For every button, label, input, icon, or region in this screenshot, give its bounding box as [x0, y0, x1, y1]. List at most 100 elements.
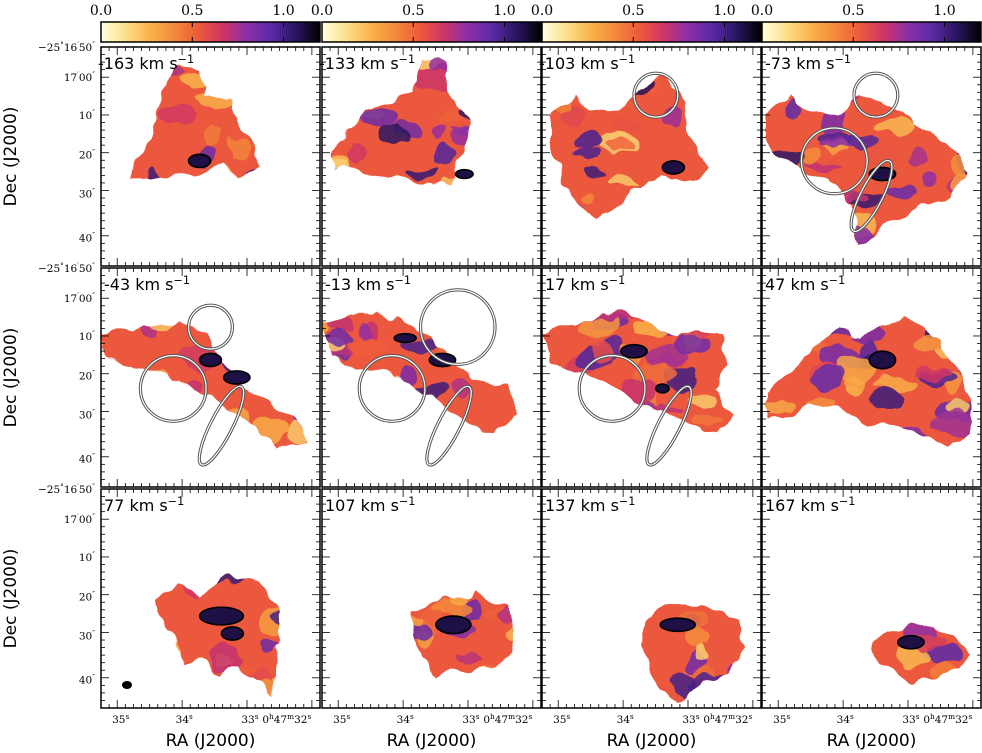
emission-region [414, 594, 515, 676]
panel-frame [541, 488, 762, 709]
y-tick-label: 10″ [79, 107, 95, 122]
y-tick-label: 30″ [79, 407, 95, 422]
emission-patch [907, 150, 929, 166]
intensity-contour [896, 634, 925, 650]
emission-patch [690, 414, 722, 425]
emission-patch [821, 110, 847, 138]
x-tick-label: 0h47m32s [483, 712, 532, 727]
y-tick-label: 30″ [79, 186, 95, 201]
axis-labels: Dec (J2000) Dec (J2000) Dec (J2000) RA (J20… [1, 107, 916, 751]
channel-panel: 47 km s−1 [761, 267, 982, 488]
aperture-ellipse-inner [198, 385, 245, 466]
emission-patch [682, 626, 712, 645]
emission-patch [572, 146, 600, 159]
velocity-label: -73 km s−1 [765, 53, 851, 74]
intensity-contour [393, 332, 417, 344]
channel-panel: -103 km s−1 [539, 46, 762, 267]
emission-patch [433, 143, 454, 170]
x-tick-label: 35s [112, 712, 129, 727]
emission-map [871, 624, 970, 682]
emission-patch [229, 137, 248, 160]
y-tick-label: −25°16′50″ [38, 482, 95, 497]
emission-patch [147, 167, 160, 179]
channel-panel: 107 km s−1 35s 34s 33s 0h47m32s [321, 488, 542, 727]
emission-patch [452, 125, 471, 135]
emission-patch [622, 376, 658, 404]
channel-panel: 17 km s−1 [541, 267, 762, 488]
y-axis-label: Dec (J2000) [1, 549, 21, 649]
velocity-label: 77 km s−1 [104, 495, 184, 516]
y-tick-label: 20″ [79, 147, 95, 162]
y-tick-label: 17′00″ [64, 290, 95, 305]
panel-frame [761, 267, 982, 488]
intensity-contour [661, 160, 686, 175]
panel-background [322, 489, 541, 708]
emission-patch [267, 609, 281, 624]
x-tick-label: 34s [837, 712, 854, 727]
y-tick-label: 40″ [79, 672, 95, 687]
emission-patch [357, 108, 399, 128]
y-tick-label: 10″ [79, 328, 95, 343]
colorbar: 0.0 0.5 1.0 [311, 3, 542, 43]
emission-patch [377, 124, 411, 147]
panel-frame [541, 267, 762, 488]
velocity-label: 17 km s−1 [545, 274, 625, 295]
panel-frame [100, 267, 321, 488]
x-tick-label: 34s [397, 712, 414, 727]
colorbar: 0.0 0.5 1.0 [751, 3, 982, 43]
aperture-circle-inner [578, 354, 646, 422]
colorbar-tick-label: 0.5 [181, 3, 203, 19]
emission-patch [811, 366, 844, 391]
emission-patch [329, 316, 352, 332]
emission-patch [576, 317, 619, 338]
emission-patch [150, 322, 175, 332]
colorbar-tick-label: 0.0 [311, 3, 333, 19]
y-axis-label: Dec (J2000) [1, 328, 21, 428]
y-tick-label: 30″ [79, 628, 95, 643]
aperture-circle-inner [187, 304, 233, 350]
x-tick-label: 34s [617, 712, 634, 727]
emission-map [553, 71, 707, 223]
emission-patch [432, 601, 473, 618]
emission-patch [574, 132, 602, 147]
aperture-circle-inner [800, 127, 868, 195]
panel-frame [321, 46, 542, 267]
emission-patch [869, 391, 904, 408]
x-tick-label: 0h47m32s [923, 712, 972, 727]
x-tick-label: 33s [241, 712, 258, 727]
y-tick-label: 10″ [79, 549, 95, 564]
channel-panel: 167 km s−1 35s 34s 33s 0h47m32s [761, 488, 982, 727]
emission-patch [210, 644, 240, 672]
velocity-label: -133 km s−1 [319, 53, 415, 74]
emission-region [871, 624, 970, 682]
colorbar: 0.0 0.5 1.0 [90, 3, 321, 43]
emission-patch [802, 147, 820, 166]
emission-patch [157, 106, 198, 124]
x-tick-label: 33s [682, 712, 699, 727]
panel-frame [541, 46, 762, 267]
colorbar-tick-label: 1.0 [272, 3, 294, 19]
emission-patch [456, 650, 481, 662]
y-tick-label: −25°16′50″ [38, 261, 95, 276]
emission-patch [875, 119, 917, 135]
colorbar-strip [100, 21, 321, 43]
channel-panel: -43 km s−1 −25°16′50″ 17′00″ 10″ 20″ 30″ 40″ [38, 261, 321, 488]
emission-patch [262, 637, 279, 651]
panel-frame [761, 488, 982, 709]
x-tick-label: 33s [902, 712, 919, 727]
aperture-ellipse-inner [646, 385, 692, 466]
colorbar-tick-label: 0.5 [842, 3, 864, 19]
channel-panel: -73 km s−1 [761, 46, 982, 267]
x-axis-label: RA (J2000) [166, 731, 256, 751]
velocity-label: 167 km s−1 [765, 495, 855, 516]
velocity-label: 107 km s−1 [325, 495, 415, 516]
aperture-ellipse-inner [426, 385, 472, 466]
x-tick-label: 35s [773, 712, 790, 727]
intensity-contour [620, 343, 648, 359]
emission-patch [688, 395, 716, 407]
emission-patch [886, 185, 917, 199]
velocity-label: 47 km s−1 [765, 274, 845, 295]
velocity-label: -103 km s−1 [539, 53, 635, 74]
emission-patch [608, 176, 637, 188]
